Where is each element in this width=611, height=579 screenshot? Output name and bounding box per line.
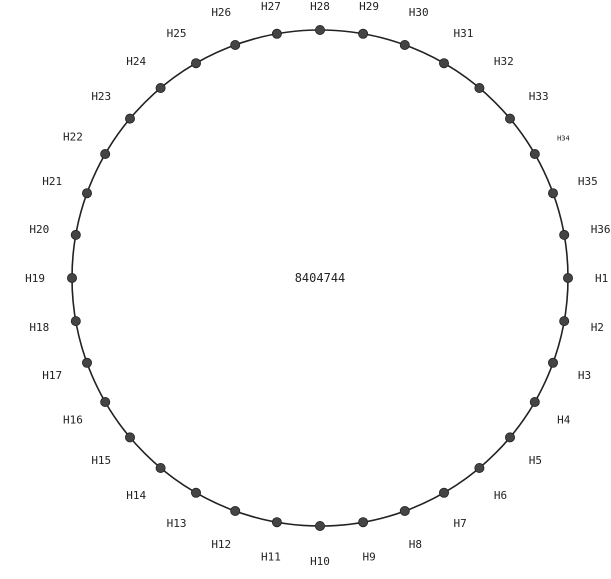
node-label-h17: H17 xyxy=(42,369,62,382)
node-h1 xyxy=(563,272,574,283)
node-h6 xyxy=(474,462,485,473)
node-h27 xyxy=(271,28,282,39)
node-label-h19: H19 xyxy=(25,272,45,285)
node-label-h25: H25 xyxy=(167,27,187,40)
node-h23 xyxy=(125,113,136,124)
center-label: 8404744 xyxy=(295,271,346,285)
node-h31 xyxy=(438,58,449,69)
node-label-h35: H35 xyxy=(578,175,598,188)
node-label-h10: H10 xyxy=(310,555,330,568)
node-h36 xyxy=(559,229,570,240)
node-h5 xyxy=(504,432,515,443)
node-h11 xyxy=(271,517,282,528)
node-label-h6: H6 xyxy=(494,489,507,502)
node-label-h7: H7 xyxy=(454,517,467,530)
node-label-h14: H14 xyxy=(126,489,146,502)
node-label-h31: H31 xyxy=(454,27,474,40)
node-h20 xyxy=(70,229,81,240)
node-label-h20: H20 xyxy=(29,223,49,236)
node-h29 xyxy=(358,28,369,39)
node-h12 xyxy=(230,505,241,516)
node-label-h11: H11 xyxy=(261,551,281,564)
node-label-h5: H5 xyxy=(529,454,542,467)
node-h22 xyxy=(100,148,111,159)
node-h33 xyxy=(504,113,515,124)
node-label-h29: H29 xyxy=(359,0,379,13)
node-h13 xyxy=(190,487,201,498)
node-label-h32: H32 xyxy=(494,55,514,68)
node-h35 xyxy=(548,188,559,199)
node-h9 xyxy=(358,517,369,528)
node-label-h34: H34 xyxy=(557,135,570,143)
node-label-h13: H13 xyxy=(167,517,187,530)
node-label-h33: H33 xyxy=(529,90,549,103)
node-label-h24: H24 xyxy=(126,55,146,68)
node-h7 xyxy=(438,487,449,498)
node-label-h27: H27 xyxy=(261,0,281,13)
node-h26 xyxy=(230,40,241,51)
node-label-h30: H30 xyxy=(409,6,429,19)
node-h17 xyxy=(82,357,93,368)
label-group: H1 H2 H3 H4 H5 H6 H7 H8 H9 H10 H11 H12 H13 H14 H15 H16 H… xyxy=(25,0,610,568)
node-h16 xyxy=(100,396,111,407)
node-h25 xyxy=(190,58,201,69)
node-label-h22: H22 xyxy=(63,131,83,144)
node-group xyxy=(67,24,574,532)
node-label-h16: H16 xyxy=(63,414,83,427)
node-h15 xyxy=(125,432,136,443)
node-label-h12: H12 xyxy=(211,538,231,551)
node-label-h8: H8 xyxy=(409,538,422,551)
node-label-h18: H18 xyxy=(29,321,49,334)
node-h24 xyxy=(155,83,166,94)
node-label-h1: H1 xyxy=(595,272,608,285)
node-h21 xyxy=(82,188,93,199)
node-h10 xyxy=(314,521,325,532)
node-h34 xyxy=(529,148,540,159)
node-h14 xyxy=(155,462,166,473)
node-h19 xyxy=(67,272,78,283)
node-label-h23: H23 xyxy=(91,90,111,103)
node-label-h3: H3 xyxy=(578,369,591,382)
node-h30 xyxy=(399,40,410,51)
node-label-h4: H4 xyxy=(557,414,571,427)
node-h4 xyxy=(529,396,540,407)
node-label-h2: H2 xyxy=(591,321,604,334)
node-label-h26: H26 xyxy=(211,6,231,19)
node-h18 xyxy=(70,316,81,327)
node-label-h36: H36 xyxy=(591,223,611,236)
node-h3 xyxy=(548,357,559,368)
node-label-h21: H21 xyxy=(42,175,62,188)
node-h2 xyxy=(559,316,570,327)
node-label-h15: H15 xyxy=(91,454,111,467)
node-h32 xyxy=(474,83,485,94)
node-label-h9: H9 xyxy=(362,551,375,564)
node-label-h28: H28 xyxy=(310,0,330,13)
node-h8 xyxy=(399,505,410,516)
node-h28 xyxy=(314,24,325,35)
